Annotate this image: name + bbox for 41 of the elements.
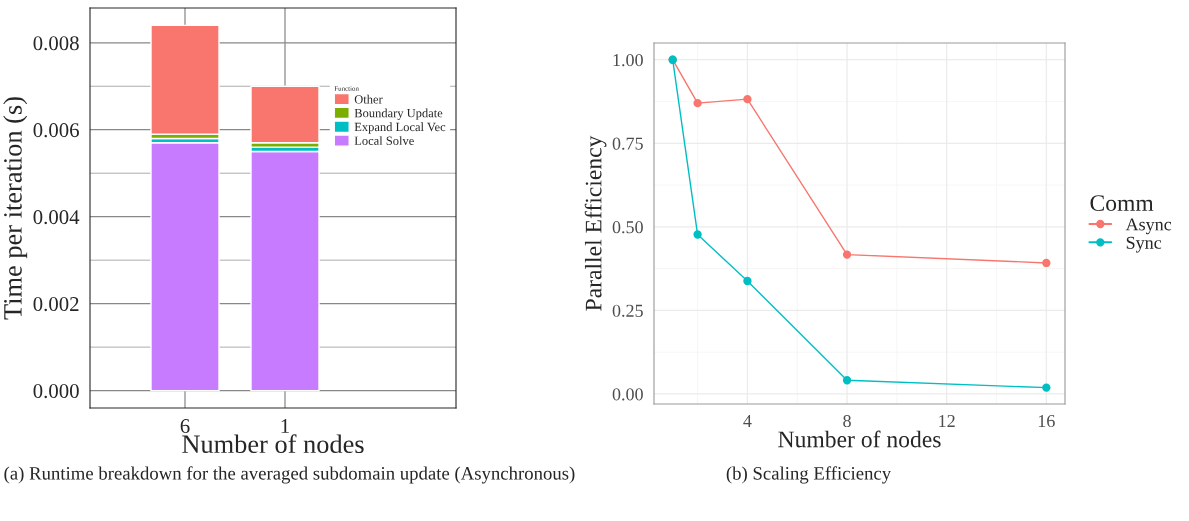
point: [693, 230, 702, 239]
point: [743, 276, 752, 286]
y-tick-label: 0.75: [612, 137, 643, 150]
x-tick-label: 6: [180, 419, 190, 434]
bar: [150, 24, 220, 135]
y-tick-label: 0.25: [612, 304, 643, 317]
point: [1042, 383, 1051, 392]
point: [842, 250, 852, 259]
point: [693, 99, 702, 108]
x-axis-title: Number of nodes: [778, 430, 941, 448]
y-tick-label: 0.004: [33, 210, 80, 225]
bar: [250, 150, 320, 392]
point: [842, 376, 852, 385]
y-tick-label: 0.00: [612, 388, 643, 401]
x-tick-label: 1: [281, 419, 289, 433]
x-tick-label: 12: [939, 414, 955, 427]
legend-label: Boundary Update: [354, 108, 443, 120]
legend-label: Sync: [1126, 236, 1162, 253]
y-tick-label: 0.50: [612, 221, 643, 234]
x-axis-title: Number of nodes: [182, 434, 364, 454]
x-tick-label: 16: [1038, 414, 1055, 428]
y-tick-label: 0.002: [33, 297, 79, 312]
legend-label: Expand Local Vec: [354, 122, 446, 134]
y-tick-label: 0.000: [33, 383, 79, 399]
x-tick-label: 8: [843, 414, 851, 428]
text: (b) Scaling Efficiency: [726, 466, 892, 484]
bar: [250, 85, 320, 144]
y-tick-label: 0.006: [33, 123, 79, 138]
y-axis-title: Time per iteration (s): [3, 97, 28, 320]
bar: [150, 142, 220, 392]
legend-label: Other: [354, 94, 383, 104]
legend-label: Local Solve: [354, 136, 414, 145]
text: (a) Runtime breakdown for the averaged subdomain update (Asynchronous): [4, 466, 575, 484]
point: [743, 94, 752, 104]
x-tick-label: 4: [743, 415, 752, 427]
y-axis-title: Parallel Efficiency: [584, 135, 607, 311]
legend-title: Comm: [1090, 195, 1154, 212]
point: [1042, 258, 1051, 268]
legend-label: Async: [1125, 218, 1172, 235]
y-tick-label: 1.00: [613, 53, 643, 67]
y-tick-label: 0.008: [33, 36, 79, 51]
